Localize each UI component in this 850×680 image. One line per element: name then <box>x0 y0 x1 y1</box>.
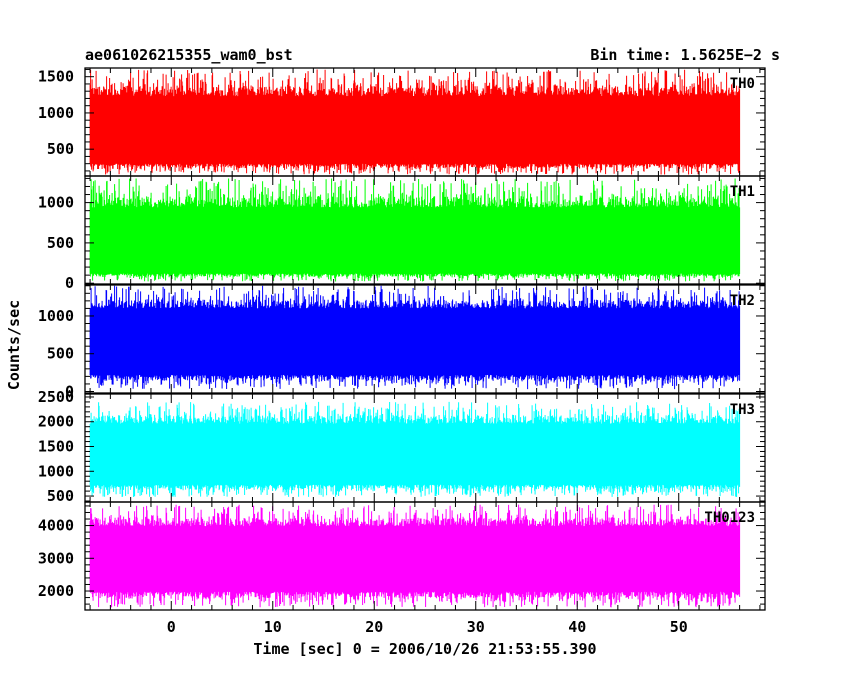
series-th1 <box>89 178 741 282</box>
panel-label: TH3 <box>730 402 755 418</box>
series-core-band <box>90 526 740 592</box>
bin-time-label: Bin time: 1.5625E−2 s <box>590 46 780 64</box>
series-core-band <box>90 207 740 274</box>
panel-frame <box>84 175 766 285</box>
y-tick-label: 1000 <box>38 462 74 480</box>
x-tick-label: 0 <box>167 618 176 636</box>
panel-label: TH0123 <box>704 510 755 526</box>
panel-th0123: 2000 3000 4000 TH0123 <box>38 501 766 611</box>
panel-label: TH2 <box>730 293 755 309</box>
series-core-band <box>90 423 740 485</box>
y-tick-label: 1500 <box>38 68 74 86</box>
y-tick-label: 1000 <box>38 307 74 325</box>
y-tick-label: 500 <box>47 234 74 252</box>
y-axis-label: Counts/sec <box>5 300 23 390</box>
y-tick-label: 500 <box>47 140 74 158</box>
y-tick-label: 1000 <box>38 104 74 122</box>
y-tick-label: 500 <box>47 345 74 363</box>
panel-frame <box>84 501 766 611</box>
series-th0123 <box>89 504 741 608</box>
x-tick-label: 40 <box>568 618 586 636</box>
series-core-band <box>90 308 740 375</box>
x-tick-label: 10 <box>264 618 282 636</box>
panel-th1: 0 500 1000 TH1 <box>38 175 766 292</box>
panel-th3: 500 1000 1500 2000 2500 TH3 <box>38 388 766 505</box>
chart-title: ae061026215355_wam0_bst <box>85 46 293 64</box>
x-tick-label: 20 <box>365 618 383 636</box>
series-th2 <box>89 285 741 390</box>
series-core-band <box>90 96 740 164</box>
y-tick-label: 4000 <box>38 517 74 535</box>
y-tick-label: 1000 <box>38 194 74 212</box>
panel-th2: 0 500 1000 TH2 <box>38 284 766 400</box>
series-th3 <box>89 401 741 497</box>
y-tick-label: 0 <box>65 382 74 400</box>
panel-label: TH0 <box>730 76 755 92</box>
panel-label: TH1 <box>730 184 755 200</box>
y-tick-label: 3000 <box>38 549 74 567</box>
y-tick-label: 500 <box>47 487 74 505</box>
series-th0 <box>89 69 741 175</box>
y-tick-label: 0 <box>65 274 74 292</box>
panel-th0: 500 1000 1500 TH0 <box>38 67 766 177</box>
y-tick-label: 2000 <box>38 413 74 431</box>
y-tick-label: 2000 <box>38 582 74 600</box>
x-tick-label: 50 <box>670 618 688 636</box>
y-tick-label: 1500 <box>38 438 74 456</box>
x-axis-label: Time [sec] 0 = 2006/10/26 21:53:55.390 <box>253 640 596 658</box>
x-tick-label: 30 <box>467 618 485 636</box>
y-tick-label: 2500 <box>38 388 74 406</box>
